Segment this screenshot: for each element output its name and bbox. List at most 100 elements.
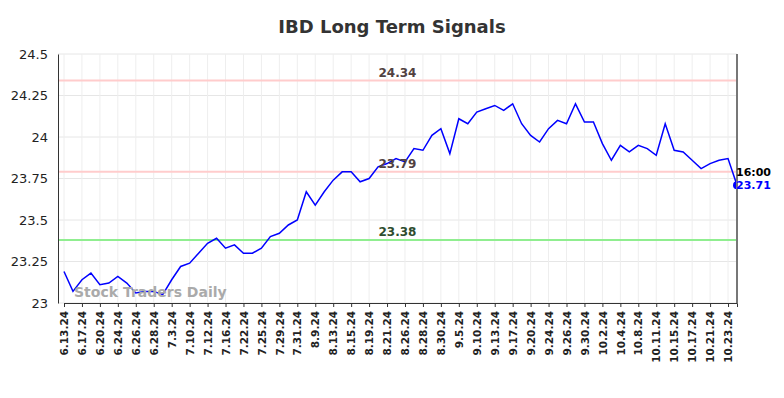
y-tick: 23.25 xyxy=(11,254,58,269)
x-tick xyxy=(629,303,630,307)
x-tick: 8.9.24 xyxy=(309,303,321,348)
x-tick-label: 8.21.24 xyxy=(381,311,393,356)
x-tick xyxy=(611,303,612,307)
x-tick xyxy=(199,303,200,307)
grid-line-x xyxy=(297,54,298,303)
x-tick xyxy=(575,303,576,307)
x-tick-mark xyxy=(468,303,469,307)
grid-line-x xyxy=(207,54,208,303)
x-tick-mark xyxy=(127,303,128,307)
x-tick-mark xyxy=(306,303,307,307)
y-tick-label: 23 xyxy=(31,296,48,311)
y-tick-label: 24 xyxy=(31,130,48,145)
x-tick: 9.5.24 xyxy=(453,303,465,348)
x-tick-mark xyxy=(243,303,244,307)
x-tick-label: 7.22.24 xyxy=(238,311,250,356)
x-tick xyxy=(288,303,289,307)
x-tick-label: 6.20.24 xyxy=(94,311,106,356)
reference-lines xyxy=(58,81,737,240)
grid-line-x xyxy=(476,54,477,303)
grid-line-x xyxy=(387,54,388,303)
x-tick: 10.11.24 xyxy=(650,303,662,363)
grid-line-x xyxy=(351,54,352,303)
x-tick-mark xyxy=(208,303,209,307)
x-tick-label: 8.30.24 xyxy=(435,311,447,356)
x-tick: 8.26.24 xyxy=(399,303,411,356)
x-tick-label: 9.5.24 xyxy=(453,311,465,348)
y-tick-label: 24.25 xyxy=(11,88,48,103)
x-tick-mark xyxy=(351,303,352,307)
x-tick: 7.3.24 xyxy=(166,303,178,348)
x-tick xyxy=(683,303,684,307)
x-tick-label: 10.15.24 xyxy=(668,311,680,363)
grid-line-x xyxy=(620,54,621,303)
x-tick-mark xyxy=(567,303,568,307)
x-tick: 9.30.24 xyxy=(579,303,591,356)
grid-line-x xyxy=(530,54,531,303)
x-tick-label: 9.20.24 xyxy=(525,311,537,356)
x-tick: 10.2.24 xyxy=(597,303,609,356)
x-tick xyxy=(163,303,164,307)
x-tick-label: 8.19.24 xyxy=(363,311,375,356)
x-tick-mark xyxy=(324,303,325,307)
y-tick-label: 23.75 xyxy=(11,171,48,186)
x-tick xyxy=(234,303,235,307)
x-tick-mark xyxy=(629,303,630,307)
reference-line xyxy=(58,80,737,82)
x-tick: 8.28.24 xyxy=(417,303,429,356)
x-tick xyxy=(181,303,182,307)
x-tick-mark xyxy=(369,303,370,307)
x-tick-mark xyxy=(91,303,92,307)
x-tick xyxy=(414,303,415,307)
y-tick-label: 24.5 xyxy=(19,47,48,62)
x-tick-mark xyxy=(288,303,289,307)
x-tick-label: 9.30.24 xyxy=(579,311,591,356)
x-tick-mark xyxy=(217,303,218,307)
grid-line-y xyxy=(58,137,737,138)
grid-line-x xyxy=(638,54,639,303)
x-tick-mark xyxy=(593,303,594,307)
x-tick xyxy=(665,303,666,307)
grid-line-x xyxy=(710,54,711,303)
x-tick-mark xyxy=(486,303,487,307)
x-tick-mark xyxy=(414,303,415,307)
x-tick: 9.10.24 xyxy=(471,303,483,356)
chart: 24.3423.7923.3816:0023.712323.2523.523.7… xyxy=(0,0,784,398)
grid-line-x xyxy=(692,54,693,303)
x-tick-label: 10.4.24 xyxy=(615,311,627,356)
reference-labels: 24.3423.7923.38 xyxy=(379,66,417,239)
x-tick-mark xyxy=(656,303,657,307)
plot-area xyxy=(64,104,737,295)
x-tick-label: 7.3.24 xyxy=(166,311,178,348)
x-tick-label: 6.28.24 xyxy=(148,311,160,356)
x-tick xyxy=(719,303,720,307)
last-point-value: 23.71 xyxy=(736,179,771,192)
x-tick xyxy=(217,303,218,307)
y-axis-line xyxy=(58,55,59,304)
watermark: Stock Traders Daily xyxy=(74,284,227,300)
x-tick: 10.23.24 xyxy=(722,303,734,363)
y-tick-label: 23.5 xyxy=(19,213,48,228)
x-tick-label: 10.23.24 xyxy=(722,311,734,363)
x-tick-mark xyxy=(64,303,65,307)
grid-line-x xyxy=(225,54,226,303)
x-tick: 7.25.24 xyxy=(256,303,268,356)
x-tick: 7.16.24 xyxy=(220,303,232,356)
grid-line-x xyxy=(261,54,262,303)
x-tick: 6.13.24 xyxy=(58,303,70,356)
x-tick-mark xyxy=(665,303,666,307)
x-tick: 8.30.24 xyxy=(435,303,447,356)
grid-line-x xyxy=(566,54,567,303)
x-tick-mark xyxy=(234,303,235,307)
x-tick xyxy=(647,303,648,307)
x-tick-mark xyxy=(450,303,451,307)
x-tick-mark xyxy=(378,303,379,307)
x-tick-mark xyxy=(136,303,137,307)
grid-line-x xyxy=(422,54,423,303)
x-tick-mark xyxy=(342,303,343,307)
x-tick xyxy=(450,303,451,307)
grid-line-y xyxy=(58,54,737,55)
x-tick-label: 7.10.24 xyxy=(184,311,196,356)
grid-line-y xyxy=(58,261,737,262)
x-tick xyxy=(324,303,325,307)
